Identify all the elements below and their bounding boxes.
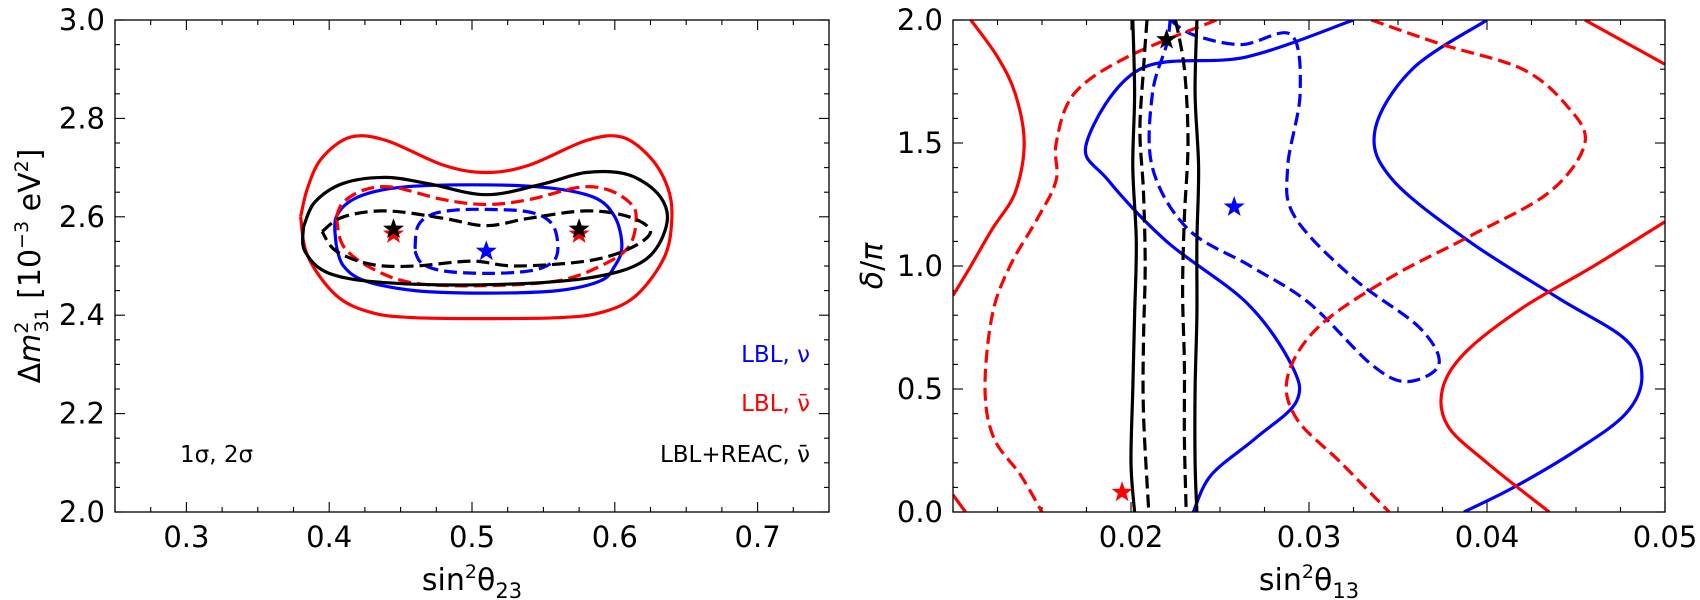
contour-lbl-reac-1 xyxy=(1138,20,1151,512)
legend-lbl-reac-nubar: LBL+REAC, ν̄ xyxy=(660,442,810,468)
contour-lbl-2-right xyxy=(1584,20,1665,66)
contour-lbl-reac-2-right xyxy=(1193,20,1201,512)
x-tick-label: 0.6 xyxy=(592,520,638,554)
right-panel: 0.02 0.03 0.04 0.050.00.51.01.52.0 sin2θ13 … xyxy=(855,3,1697,600)
legend-lbl-nu: LBL, ν xyxy=(741,342,810,368)
y-tick-label: 1.0 xyxy=(897,249,943,283)
right-tick-labels: 0.02 0.03 0.04 0.05 0.0 0.5 1.0 1.5 2.0 xyxy=(897,3,1697,554)
contour-lbl-reac-2-left xyxy=(1129,20,1138,512)
contour-lbl-2 xyxy=(299,134,674,321)
y-tick-label: 2.4 xyxy=(59,298,105,332)
y-tick-label: 2.8 xyxy=(59,101,105,135)
best-fit-star-lbl-best-fit xyxy=(1223,196,1245,216)
contour-lbl-reac-1 xyxy=(320,209,653,269)
contour-lbl-2 xyxy=(333,183,624,295)
legend-confidence-levels: 1σ, 2σ xyxy=(180,442,253,468)
y-tick-label: 3.0 xyxy=(59,3,105,37)
x-tick-label: 0.04 xyxy=(1455,520,1520,554)
x-tick-label: 0.5 xyxy=(449,520,495,554)
best-fit-star-lbl-best-fit xyxy=(1111,481,1133,502)
x-tick-label: 0.05 xyxy=(1633,520,1698,554)
contour-lbl-2-left xyxy=(953,20,1026,297)
y-tick-label: 0.5 xyxy=(897,372,943,406)
right-contours xyxy=(953,20,1665,512)
x-tick-label: 0.3 xyxy=(163,520,209,554)
left-panel: 0.3 0.4 0.5 0.6 0.7 2.0 2.2 2.4 2.6 2.8 3.0 sin2θ2… xyxy=(11,3,830,600)
y-tick-label: 1.5 xyxy=(897,126,943,160)
right-plot-frame xyxy=(952,19,1666,513)
right-y-axis-label: δ/π xyxy=(855,242,890,289)
left-contours xyxy=(299,134,674,321)
left-tick-labels: 0.3 0.4 0.5 0.6 0.7 2.0 2.2 2.4 2.6 2.8 3.0 xyxy=(59,3,781,554)
contour-lbl-1-right xyxy=(1284,20,1588,512)
contour-lbl-1 xyxy=(1147,20,1441,384)
y-tick-label: 2.0 xyxy=(897,3,943,37)
contour-lbl-1 xyxy=(334,185,638,288)
best-fit-star-lbl-best-fit xyxy=(475,240,497,261)
y-tick-label: 2.0 xyxy=(59,495,105,529)
contour-lbl-2-bottom-right xyxy=(1439,220,1665,512)
contour-lbl-1-left xyxy=(983,20,1218,512)
left-y-axis-label: Δm231 [10−3 eV2] xyxy=(11,149,53,384)
y-tick-label: 0.0 xyxy=(897,495,943,529)
x-tick-label: 0.7 xyxy=(735,520,781,554)
right-x-axis-label: sin2θ13 xyxy=(1259,561,1359,600)
contour-lbl-2-right xyxy=(1372,20,1644,512)
legend-lbl-nubar: LBL, ν̄ xyxy=(741,391,810,417)
contour-lbl-reac-1-right xyxy=(1173,20,1190,512)
contour-lbl-2-top-left xyxy=(953,493,967,512)
y-tick-label: 2.2 xyxy=(59,397,105,431)
y-tick-label: 2.6 xyxy=(59,200,105,234)
x-tick-label: 0.03 xyxy=(1277,520,1342,554)
left-plot-frame xyxy=(114,19,830,513)
contour-lbl-reac-2 xyxy=(301,169,670,287)
left-axis-ticks xyxy=(114,19,830,513)
x-tick-label: 0.4 xyxy=(306,520,352,554)
contour-lbl-2-left xyxy=(1083,20,1355,512)
contour-lbl-1 xyxy=(413,207,560,275)
left-x-axis-label: sin2θ23 xyxy=(422,561,522,600)
x-tick-label: 0.02 xyxy=(1099,520,1164,554)
